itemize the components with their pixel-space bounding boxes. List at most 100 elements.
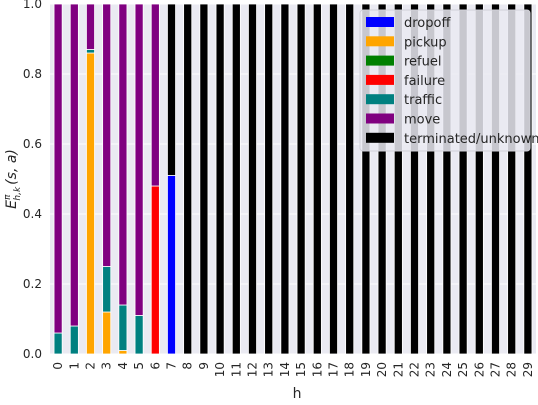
legend-swatch: [366, 94, 394, 105]
bar-segment-pickup: [118, 350, 128, 355]
bar-segment-terminated-unknown: [491, 3, 500, 355]
x-tick-label: 20: [375, 362, 389, 377]
bar-segment-move: [53, 3, 63, 334]
bar-segment-traffic: [86, 49, 95, 54]
legend-label: dropoff: [404, 16, 451, 31]
y-axis-label-main: E: [4, 200, 20, 209]
x-tick-label: 4: [116, 362, 130, 370]
x-tick-label: 13: [262, 362, 276, 377]
x-tick-label: 26: [472, 362, 486, 377]
bar-segment-traffic: [118, 304, 128, 351]
bar-segment-terminated-unknown: [393, 3, 403, 355]
bar-segment-terminated-unknown: [458, 3, 468, 355]
y-tick-label: 0.8: [23, 67, 42, 81]
legend: dropoff pickup refuel failure traffic move ter…: [359, 9, 538, 152]
x-tick-labels: 0 1 2 3 4 5 6 7 8 9 10 11 12 13 14 15 16 17 18 19 20 21 22 23 24…: [51, 362, 535, 377]
bar-segment-dropoff: [167, 175, 176, 355]
bar-segment-terminated-unknown: [426, 3, 436, 355]
x-tick-label: 19: [359, 362, 373, 377]
y-tick-label: 1.0: [23, 0, 42, 11]
bar-segment-pickup: [102, 311, 112, 355]
legend-swatch: [366, 74, 394, 85]
legend-label: pickup: [404, 35, 447, 50]
bar-segment-terminated-unknown: [377, 3, 387, 355]
bars: [53, 3, 533, 355]
bar-segment-terminated-unknown: [474, 3, 484, 355]
legend-label: refuel: [404, 55, 441, 70]
bar-segment-move: [102, 3, 112, 267]
bar-segment-terminated-unknown: [442, 3, 452, 355]
x-tick-label: 3: [100, 362, 114, 370]
x-tick-label: 2: [84, 362, 98, 370]
bar-segment-terminated-unknown: [361, 3, 371, 355]
x-tick-label: 8: [181, 362, 195, 370]
x-axis-label: h: [293, 386, 302, 401]
x-tick-label: 17: [327, 362, 341, 377]
bar-segment-terminated-unknown: [264, 3, 274, 355]
legend-box: [359, 9, 531, 152]
y-tick-label: 0.2: [23, 277, 42, 291]
bar-segment-move: [118, 3, 128, 306]
bar-segment-move: [150, 3, 160, 187]
legend-swatch: [366, 17, 394, 27]
x-tick-label: 16: [310, 362, 324, 377]
bar-segment-terminated-unknown: [215, 3, 225, 355]
bar-segment-terminated-unknown: [523, 3, 533, 355]
x-tick-label: 14: [278, 362, 292, 377]
bar-segment-traffic: [102, 266, 112, 313]
bar-segment-move: [134, 3, 144, 316]
legend-swatch: [366, 132, 394, 143]
bar-segment-move: [86, 3, 95, 50]
x-tick-label: 10: [213, 362, 227, 377]
x-tick-label: 23: [424, 362, 438, 377]
x-tick-label: 25: [456, 362, 470, 377]
legend-swatch: [366, 55, 394, 66]
y-tick-label: 0.0: [23, 347, 42, 361]
legend-label: traffic: [404, 93, 442, 108]
y-tick-label: 0.6: [23, 137, 42, 151]
y-axis-label-sup: π: [3, 194, 13, 200]
x-tick-label: 28: [505, 362, 519, 377]
bar-segment-terminated-unknown: [312, 3, 322, 355]
bar-segment-terminated-unknown: [167, 3, 176, 176]
bar-segment-move: [69, 3, 79, 327]
legend-label: failure: [404, 74, 445, 89]
bar-segment-terminated-unknown: [280, 3, 290, 355]
bar-segment-terminated-unknown: [231, 3, 241, 355]
x-tick-label: 22: [408, 362, 422, 377]
y-axis-label-args: (s, a): [4, 149, 20, 185]
x-tick-label: 5: [132, 362, 146, 370]
bar-segment-terminated-unknown: [183, 3, 193, 355]
legend-label: move: [404, 113, 440, 128]
x-tick-label: 0: [51, 362, 65, 370]
x-tick-label: 21: [391, 362, 405, 377]
y-tick-labels: 0.0 0.2 0.4 0.6 0.8 1.0: [23, 0, 42, 361]
bar-segment-terminated-unknown: [199, 3, 209, 355]
legend-label: terminated/unknown: [404, 132, 538, 147]
legend-items: dropoff pickup refuel failure traffic move ter…: [366, 16, 538, 147]
y-axis-label-sub: h,k: [13, 186, 23, 201]
bar-segment-terminated-unknown: [410, 3, 419, 355]
x-tick-label: 12: [246, 362, 260, 377]
bar-segment-terminated-unknown: [296, 3, 306, 355]
y-axis-label: Eπh,k(s, a): [3, 149, 23, 209]
bar-segment-terminated-unknown: [329, 3, 338, 355]
x-tick-label: 29: [521, 362, 535, 377]
x-tick-label: 24: [440, 362, 454, 377]
bar-segment-terminated-unknown: [345, 3, 355, 355]
bar-segment-traffic: [69, 325, 79, 355]
bar-segment-terminated-unknown: [507, 3, 517, 355]
x-tick-label: 11: [229, 362, 243, 377]
bar-segment-terminated-unknown: [248, 3, 257, 355]
legend-swatch: [366, 36, 394, 47]
x-tick-label: 27: [489, 362, 503, 377]
bar-segment-traffic: [134, 315, 144, 355]
bar-segment-pickup: [86, 52, 95, 355]
legend-swatch: [366, 113, 394, 124]
x-tick-label: 6: [148, 362, 162, 370]
x-tick-label: 18: [343, 362, 357, 377]
x-tick-label: 7: [165, 362, 179, 370]
bar-segment-traffic: [53, 332, 63, 355]
